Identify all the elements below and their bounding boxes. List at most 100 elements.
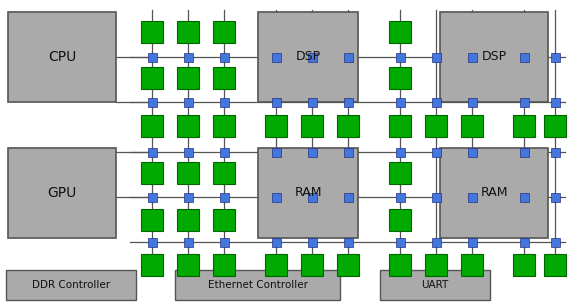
- Bar: [544, 254, 566, 276]
- Bar: [307, 238, 316, 247]
- Bar: [175, 270, 340, 300]
- Bar: [148, 147, 157, 157]
- Text: Ethernet Controller: Ethernet Controller: [207, 280, 307, 290]
- Bar: [177, 162, 199, 184]
- Text: GPU: GPU: [47, 186, 77, 200]
- Bar: [213, 67, 235, 89]
- Bar: [177, 67, 199, 89]
- Bar: [337, 254, 359, 276]
- Bar: [258, 12, 358, 102]
- Bar: [177, 209, 199, 231]
- Text: DSP: DSP: [482, 50, 507, 64]
- Bar: [544, 115, 566, 137]
- Bar: [389, 115, 411, 137]
- Bar: [183, 98, 193, 107]
- Bar: [461, 254, 483, 276]
- Bar: [344, 98, 353, 107]
- Bar: [432, 238, 441, 247]
- Bar: [183, 52, 193, 61]
- Bar: [177, 115, 199, 137]
- Bar: [301, 254, 323, 276]
- Bar: [395, 238, 404, 247]
- Bar: [440, 148, 548, 238]
- Bar: [550, 52, 559, 61]
- Bar: [177, 21, 199, 43]
- Bar: [213, 115, 235, 137]
- Bar: [432, 98, 441, 107]
- Bar: [219, 98, 228, 107]
- Bar: [213, 254, 235, 276]
- Bar: [520, 192, 528, 201]
- Text: DSP: DSP: [295, 50, 320, 64]
- Bar: [272, 52, 281, 61]
- Bar: [148, 98, 157, 107]
- Text: RAM: RAM: [294, 186, 321, 200]
- Bar: [550, 98, 559, 107]
- Bar: [389, 21, 411, 43]
- Bar: [148, 238, 157, 247]
- Bar: [432, 147, 441, 157]
- Bar: [389, 209, 411, 231]
- Bar: [213, 21, 235, 43]
- Bar: [307, 192, 316, 201]
- Text: DDR Controller: DDR Controller: [32, 280, 110, 290]
- Bar: [520, 147, 528, 157]
- Bar: [520, 238, 528, 247]
- Bar: [380, 270, 490, 300]
- Bar: [272, 98, 281, 107]
- Bar: [520, 52, 528, 61]
- Bar: [8, 12, 116, 102]
- Bar: [213, 162, 235, 184]
- Bar: [344, 238, 353, 247]
- Bar: [467, 98, 477, 107]
- Bar: [550, 147, 559, 157]
- Bar: [183, 147, 193, 157]
- Bar: [183, 192, 193, 201]
- Bar: [520, 98, 528, 107]
- Bar: [141, 115, 163, 137]
- Text: RAM: RAM: [481, 186, 508, 200]
- Bar: [550, 192, 559, 201]
- Bar: [219, 192, 228, 201]
- Bar: [432, 192, 441, 201]
- Bar: [301, 115, 323, 137]
- Bar: [272, 147, 281, 157]
- Text: CPU: CPU: [48, 50, 76, 64]
- Bar: [307, 52, 316, 61]
- Bar: [272, 192, 281, 201]
- Bar: [432, 52, 441, 61]
- Bar: [219, 147, 228, 157]
- Bar: [467, 147, 477, 157]
- Bar: [550, 238, 559, 247]
- Bar: [425, 254, 447, 276]
- Bar: [344, 52, 353, 61]
- Bar: [513, 254, 535, 276]
- Bar: [389, 254, 411, 276]
- Bar: [461, 115, 483, 137]
- Bar: [265, 254, 287, 276]
- Bar: [258, 148, 358, 238]
- Bar: [141, 21, 163, 43]
- Bar: [219, 238, 228, 247]
- Bar: [141, 67, 163, 89]
- Bar: [389, 67, 411, 89]
- Bar: [141, 209, 163, 231]
- Bar: [177, 254, 199, 276]
- Bar: [440, 12, 548, 102]
- Bar: [141, 162, 163, 184]
- Bar: [395, 98, 404, 107]
- Bar: [467, 238, 477, 247]
- Bar: [389, 162, 411, 184]
- Bar: [337, 115, 359, 137]
- Bar: [265, 115, 287, 137]
- Bar: [183, 238, 193, 247]
- Bar: [141, 254, 163, 276]
- Bar: [395, 192, 404, 201]
- Bar: [148, 192, 157, 201]
- Bar: [6, 270, 136, 300]
- Bar: [467, 52, 477, 61]
- Bar: [148, 52, 157, 61]
- Bar: [467, 192, 477, 201]
- Bar: [272, 238, 281, 247]
- Bar: [8, 148, 116, 238]
